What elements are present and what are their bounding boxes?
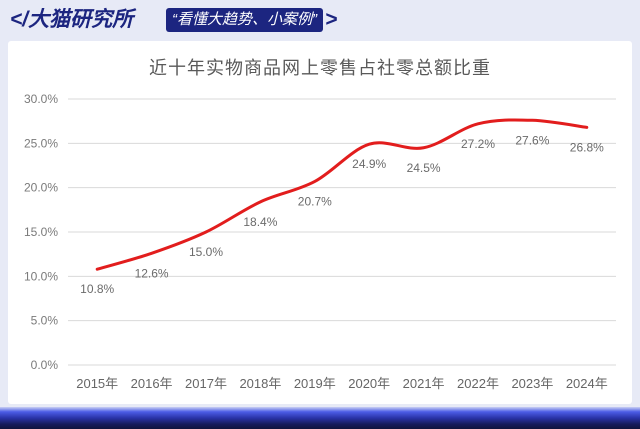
x-tick-label: 2015年	[76, 376, 118, 391]
y-tick-label: 30.0%	[24, 92, 58, 106]
x-tick-label: 2021年	[403, 376, 445, 391]
x-tick-label: 2020年	[348, 376, 390, 391]
data-label: 18.4%	[243, 215, 277, 229]
x-tick-label: 2024年	[566, 376, 608, 391]
y-tick-label: 20.0%	[24, 181, 58, 195]
chart-title: 近十年实物商品网上零售占社零总额比重	[149, 58, 491, 78]
data-label: 24.5%	[407, 161, 441, 175]
data-label: 27.2%	[461, 137, 495, 151]
data-label: 24.9%	[352, 157, 386, 171]
slogan-badge: “看懂大趋势、小案例”	[166, 8, 323, 32]
y-tick-label: 25.0%	[24, 136, 58, 150]
series-line	[95, 118, 589, 271]
y-tick-label: 15.0%	[24, 225, 58, 239]
data-label: 15.0%	[189, 245, 223, 259]
data-label: 27.6%	[515, 133, 549, 147]
chart-card	[8, 41, 632, 404]
data-label: 10.8%	[80, 282, 114, 296]
data-label: 12.6%	[135, 266, 169, 280]
x-tick-label: 2019年	[294, 376, 336, 391]
brand-name: </大猫研究所	[10, 8, 134, 31]
brand-suffix: >	[325, 8, 338, 31]
x-tick-label: 2022年	[457, 376, 499, 391]
data-label: 20.7%	[298, 194, 332, 208]
y-tick-label: 10.0%	[24, 269, 58, 283]
bottom-decoration	[0, 407, 640, 429]
slogan-group: “看懂大趋势、小案例” >	[166, 8, 337, 32]
data-label: 26.8%	[570, 140, 604, 154]
header-bar: </大猫研究所 “看懂大趋势、小案例” >	[0, 0, 640, 40]
x-tick-label: 2016年	[131, 376, 173, 391]
y-tick-label: 5.0%	[31, 314, 59, 328]
x-tick-label: 2018年	[239, 376, 281, 391]
x-tick-label: 2017年	[185, 376, 227, 391]
x-tick-label: 2023年	[511, 376, 553, 391]
y-tick-label: 0.0%	[31, 358, 59, 372]
